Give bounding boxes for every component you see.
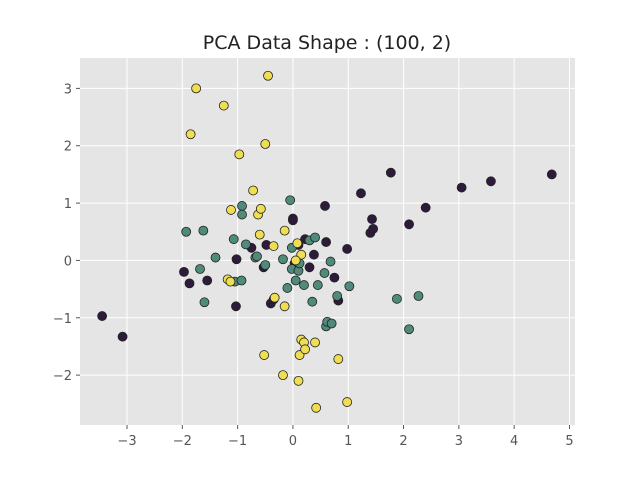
data-point-class-1 xyxy=(237,209,247,220)
x-tick-label: −2 xyxy=(173,434,192,449)
data-point-class-1 xyxy=(326,318,337,329)
data-point-class-0 xyxy=(368,223,379,234)
data-point-class-1 xyxy=(278,254,288,265)
data-point-class-0 xyxy=(179,266,189,277)
axis-ticks: −3 −2 −1 0 1 2 3 4 5 −2 −1 0 1 2 3 xyxy=(53,82,574,449)
x-tick-label: 4 xyxy=(510,434,518,449)
data-point-class-2 xyxy=(260,139,271,149)
data-point-class-0 xyxy=(184,278,195,289)
data-point-class-2 xyxy=(234,149,245,160)
data-point-class-1 xyxy=(392,293,402,304)
data-point-class-0 xyxy=(231,301,241,312)
y-tick-label: 3 xyxy=(64,82,72,97)
x-tick-label: −3 xyxy=(117,434,136,449)
data-point-class-0 xyxy=(486,176,496,187)
data-points xyxy=(97,70,557,413)
data-point-class-1 xyxy=(237,201,247,211)
data-point-class-0 xyxy=(320,201,330,211)
data-point-class-2 xyxy=(293,375,304,386)
data-point-class-0 xyxy=(356,188,366,199)
data-point-class-1 xyxy=(236,275,247,286)
data-point-class-1 xyxy=(404,324,414,335)
data-point-class-0 xyxy=(309,249,319,260)
data-point-class-2 xyxy=(226,205,236,215)
data-point-class-1 xyxy=(199,297,210,308)
x-tick-label: 2 xyxy=(399,434,407,449)
data-point-class-0 xyxy=(456,182,467,193)
data-point-class-2 xyxy=(263,70,273,81)
data-point-class-2 xyxy=(259,350,270,360)
data-point-class-0 xyxy=(329,272,340,283)
y-tick-label: 2 xyxy=(64,140,72,155)
data-point-class-1 xyxy=(310,232,320,243)
y-tick-label: −1 xyxy=(53,312,72,327)
data-point-class-2 xyxy=(185,129,196,140)
data-point-class-1 xyxy=(332,291,343,301)
data-point-class-2 xyxy=(300,344,311,355)
data-point-class-0 xyxy=(304,262,315,273)
y-tick-label: 0 xyxy=(64,254,72,269)
data-point-class-2 xyxy=(254,229,265,240)
data-point-class-2 xyxy=(342,397,353,407)
data-point-class-0 xyxy=(342,244,353,254)
data-point-class-1 xyxy=(241,239,251,250)
data-point-class-1 xyxy=(307,296,318,307)
data-point-class-2 xyxy=(218,100,229,111)
data-point-class-1 xyxy=(181,226,192,237)
data-point-class-2 xyxy=(268,241,279,251)
data-point-class-2 xyxy=(269,292,280,303)
data-point-class-0 xyxy=(202,275,213,286)
data-point-class-2 xyxy=(310,337,320,348)
data-point-class-2 xyxy=(290,255,301,266)
data-point-class-2 xyxy=(279,301,290,312)
data-point-class-2 xyxy=(225,276,236,287)
x-tick-label: 1 xyxy=(344,434,352,449)
data-point-class-1 xyxy=(282,283,293,293)
data-point-class-1 xyxy=(210,252,221,263)
x-tick-label: 3 xyxy=(455,434,463,449)
data-point-class-1 xyxy=(319,268,330,278)
data-point-class-0 xyxy=(404,219,414,230)
data-point-class-0 xyxy=(288,215,298,226)
data-point-class-1 xyxy=(195,264,205,274)
chart-title: PCA Data Shape : (100, 2) xyxy=(203,32,451,54)
data-point-class-2 xyxy=(248,185,259,196)
data-point-class-1 xyxy=(413,291,424,301)
data-point-class-0 xyxy=(546,169,557,180)
data-point-class-2 xyxy=(292,238,303,249)
data-point-class-1 xyxy=(228,234,239,245)
data-point-class-2 xyxy=(279,225,290,236)
data-point-class-0 xyxy=(97,311,108,321)
data-point-class-2 xyxy=(191,83,202,94)
data-point-class-1 xyxy=(290,275,301,286)
data-point-class-2 xyxy=(255,203,266,214)
x-tick-label: 5 xyxy=(565,434,573,449)
data-point-class-0 xyxy=(367,214,377,225)
data-point-class-2 xyxy=(333,354,344,364)
data-point-class-2 xyxy=(311,402,322,413)
data-point-class-0 xyxy=(231,254,242,265)
data-point-class-1 xyxy=(260,260,271,270)
y-tick-label: 1 xyxy=(64,197,72,212)
data-point-class-0 xyxy=(117,331,128,342)
data-point-class-0 xyxy=(385,167,396,178)
data-point-class-2 xyxy=(278,370,288,381)
data-point-class-1 xyxy=(325,256,336,267)
data-point-class-1 xyxy=(285,195,296,206)
data-point-class-0 xyxy=(420,202,431,213)
data-point-class-1 xyxy=(299,280,309,290)
data-point-class-1 xyxy=(344,281,355,292)
data-point-class-0 xyxy=(321,237,332,247)
data-point-class-1 xyxy=(198,225,209,236)
y-tick-label: −2 xyxy=(53,369,72,384)
data-point-class-1 xyxy=(312,280,323,290)
x-tick-label: −1 xyxy=(228,434,247,449)
x-tick-label: 0 xyxy=(289,434,297,449)
data-point-class-1 xyxy=(252,251,262,262)
